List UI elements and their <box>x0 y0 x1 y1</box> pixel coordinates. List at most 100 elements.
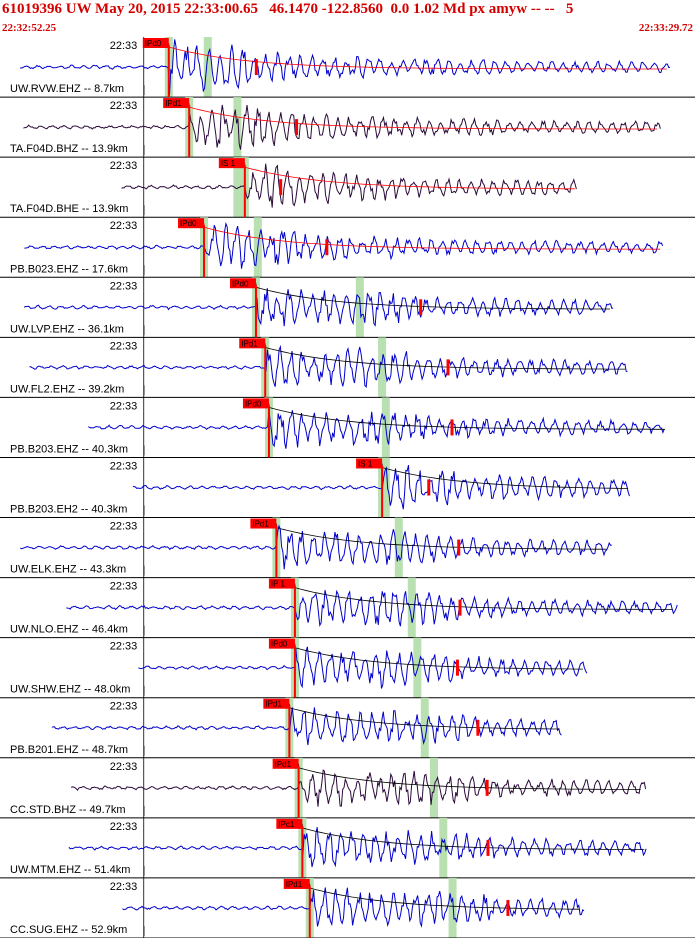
station-label: UW.FL2.EHZ -- 39.2km <box>10 383 124 395</box>
s-window-band <box>233 157 242 218</box>
station-label: UW.ELK.EHZ -- 43.3km <box>10 564 126 576</box>
window-end-time: 22:33:29.72 <box>638 22 693 34</box>
amplitude-marker <box>254 59 258 76</box>
amplitude-marker <box>455 659 459 676</box>
pick-flag[interactable] <box>239 338 266 349</box>
s-window-band <box>203 37 212 98</box>
amplitude-marker <box>476 719 480 736</box>
minute-tick-label: 22:33 <box>110 761 138 773</box>
coda-curve <box>255 283 610 310</box>
minute-tick-label: 22:33 <box>110 280 138 292</box>
waveform <box>68 827 647 868</box>
station-label: UW.SHW.EHZ -- 48.0km <box>10 684 130 696</box>
waveform <box>88 409 665 449</box>
waveform <box>121 163 577 208</box>
minute-tick-label: 22:33 <box>110 340 138 352</box>
trace-row: 22:33 IPd0 PB.B023.EHZ -- 17.6km <box>0 217 695 278</box>
amplitude-marker <box>295 119 299 136</box>
pick-label: IPd1 <box>286 880 303 889</box>
pick-label: IPc1 <box>278 820 295 829</box>
coda-curve <box>381 463 629 489</box>
minute-tick-label: 22:33 <box>110 160 138 172</box>
amplitude-marker <box>450 419 454 436</box>
trace-row: 22:33 IPd0 UW.RVW.EHZ -- 8.7km <box>0 37 695 98</box>
coda-curve <box>294 643 583 670</box>
minute-tick-label: 22:33 <box>110 220 138 232</box>
trace-row: 22:33 IPd1 UW.ELK.EHZ -- 43.3km <box>0 517 695 579</box>
s-window-band <box>448 877 457 938</box>
amplitude-marker <box>427 479 431 496</box>
seismogram-panel: 22:33 IPd0 UW.RVW.EHZ -- 8.7km 22:33 IPd1 TA.… <box>0 37 695 938</box>
trace-row: 22:33 IPd1 UW.FL2.EHZ -- 39.2km <box>0 337 695 398</box>
station-label: PB.B203.EH2 -- 40.3km <box>10 504 127 516</box>
minute-tick-label: 22:33 <box>110 881 138 893</box>
minute-tick-label: 22:33 <box>110 100 138 112</box>
waveform <box>19 39 671 96</box>
trace-row: 22:33 IPd1 TA.F04D.BHZ -- 13.9km <box>0 97 695 158</box>
minute-tick-label: 22:33 <box>110 821 138 833</box>
amplitude-marker <box>325 239 329 256</box>
trace-row: 22:33 IP 1 UW.NLO.EHZ -- 46.4km <box>0 577 695 639</box>
minute-tick-label: 22:33 <box>110 641 138 653</box>
station-label: PB.B203.EHZ -- 40.3km <box>10 443 128 455</box>
pick-label: IPd1 <box>165 99 182 108</box>
pick-flag[interactable] <box>356 458 383 469</box>
pick-flag[interactable] <box>242 398 269 409</box>
station-label: PB.B023.EHZ -- 17.6km <box>10 263 128 275</box>
waveform <box>23 288 614 327</box>
trace-row: 22:33 IPd0 PB.B203.EHZ -- 40.3km <box>0 397 695 458</box>
pick-flag[interactable] <box>178 218 205 229</box>
pick-flag[interactable] <box>163 98 190 109</box>
coda-curve <box>289 703 560 730</box>
coda-curve <box>301 823 645 850</box>
trace-row: 22:33 IPd0 UW.SHW.EHZ -- 48.0km <box>0 637 695 699</box>
pick-flag[interactable] <box>276 818 303 829</box>
trace-row: 22:33 IPd0 UW.LVP.EHZ -- 36.1km <box>0 277 695 338</box>
pick-flag[interactable] <box>229 278 256 289</box>
trace-row: 22:33 IPc1 UW.MTM.EHZ -- 51.4km <box>0 817 695 879</box>
minute-tick-label: 22:33 <box>110 521 138 533</box>
pick-flag[interactable] <box>272 758 299 769</box>
coda-curve <box>244 163 575 190</box>
amplitude-marker <box>446 359 450 376</box>
amplitude-marker <box>458 599 462 616</box>
waveform <box>51 707 562 746</box>
s-window-band <box>394 517 403 578</box>
pick-label: IS 1 <box>358 459 373 468</box>
trace-row: 22:33 IPd1 CC.SUG.EHZ -- 52.9km <box>0 877 695 938</box>
coda-curve <box>203 223 660 250</box>
pick-flag[interactable] <box>250 518 277 529</box>
amplitude-marker <box>506 899 510 916</box>
coda-curve <box>264 343 626 370</box>
coda-curve <box>276 523 607 550</box>
pick-flag[interactable] <box>263 698 290 709</box>
pick-flag[interactable] <box>218 158 245 169</box>
waveform <box>23 104 661 150</box>
waveform <box>70 769 647 807</box>
pick-flag[interactable] <box>268 638 295 649</box>
pick-label: IPd1 <box>252 520 269 529</box>
pick-flag[interactable] <box>283 878 310 889</box>
coda-curve <box>309 883 580 910</box>
s-window-band <box>407 577 416 638</box>
station-label: UW.MTM.EHZ -- 51.4km <box>10 864 130 876</box>
amplitude-marker <box>279 179 283 196</box>
station-label: UW.NLO.EHZ -- 46.4km <box>10 624 128 636</box>
s-window-band <box>233 97 242 158</box>
pick-label: IPd0 <box>145 39 162 48</box>
pick-flag[interactable] <box>142 38 169 48</box>
pick-label: IPd1 <box>241 339 258 348</box>
pick-flag[interactable] <box>268 578 295 589</box>
station-label: TA.F04D.BHZ -- 13.9km <box>10 143 128 155</box>
coda-curve <box>268 403 665 430</box>
waveform <box>29 344 628 388</box>
minute-tick-label: 22:33 <box>110 701 138 713</box>
waveform <box>66 589 678 627</box>
event-title: 61019396 UW May 20, 2015 22:33:00.65 46.… <box>2 1 574 17</box>
waveform <box>24 221 664 269</box>
pick-label: IPd0 <box>245 399 262 408</box>
s-window-band <box>413 637 422 698</box>
station-label: PB.B201.EHZ -- 48.7km <box>10 744 128 756</box>
trace-row: 22:33 IPd1 PB.B201.EHZ -- 48.7km <box>0 697 695 759</box>
minute-tick-label: 22:33 <box>110 400 138 412</box>
